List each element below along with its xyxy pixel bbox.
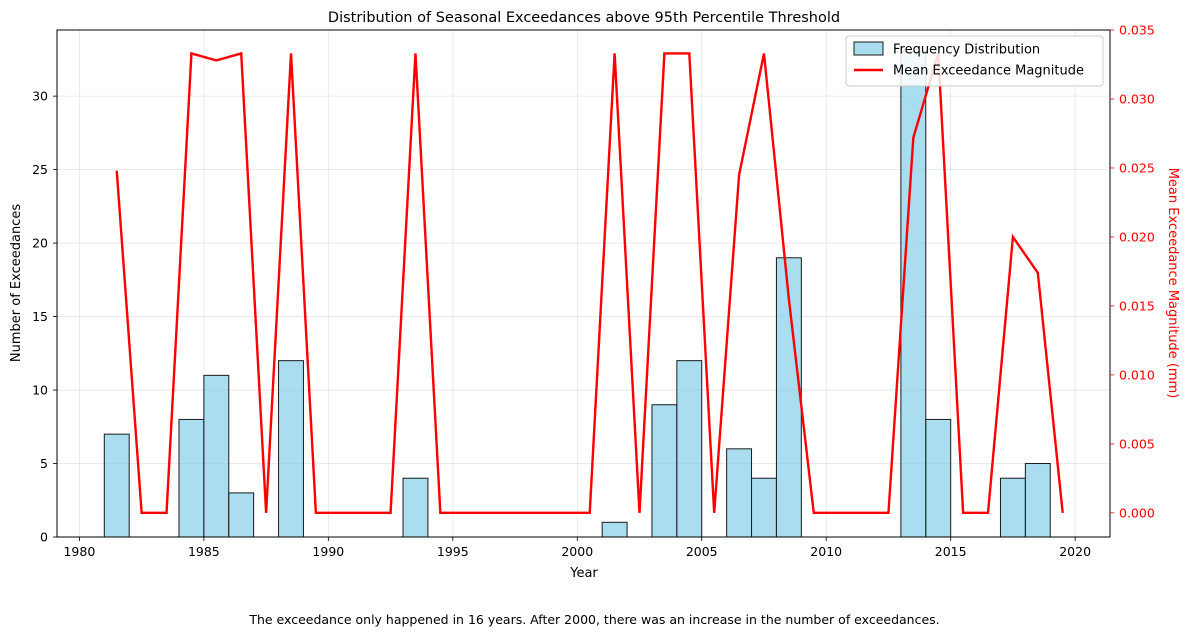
y-axis-label: Number of Exceedances xyxy=(9,204,24,362)
x-tick-label: 2010 xyxy=(810,544,842,559)
y-tick-label: 30 xyxy=(32,89,48,104)
bar xyxy=(103,433,130,538)
chart-title: Distribution of Seasonal Exceedances abo… xyxy=(328,10,840,26)
y2-tick-label: 0.025 xyxy=(1119,160,1155,175)
x-tick-label: 2005 xyxy=(686,544,718,559)
x-tick-label: 2000 xyxy=(561,544,593,559)
bar xyxy=(1024,463,1051,538)
y-tick-label: 10 xyxy=(32,383,48,398)
x-tick-label: 2015 xyxy=(935,544,967,559)
y2-tick-label: 0.010 xyxy=(1119,367,1155,382)
bar xyxy=(900,51,927,538)
bar xyxy=(278,360,304,538)
y-tick-label: 5 xyxy=(40,456,48,471)
y-tick-label: 15 xyxy=(32,309,48,324)
y2-tick-label: 0.020 xyxy=(1119,229,1155,244)
y2-axis-label: Mean Exceedance Magnitude (mm) xyxy=(1165,168,1180,399)
x-tick-label: 2020 xyxy=(1059,544,1091,559)
y2-tick-label: 0.035 xyxy=(1119,23,1155,38)
bar xyxy=(751,477,777,538)
legend-bar-label: Frequency Distribution xyxy=(893,43,1040,58)
y2-tick-label: 0.005 xyxy=(1119,436,1155,451)
chart-caption: The exceedance only happened in 16 years… xyxy=(249,612,940,627)
bar xyxy=(402,477,429,538)
bar xyxy=(726,448,753,538)
x-axis: 1980 1985 1990 1995 2000 2005 2010 2015 2020 xyxy=(63,537,1091,559)
x-tick-label: 1990 xyxy=(312,544,344,559)
bar xyxy=(999,477,1026,538)
legend-bar-swatch xyxy=(853,41,884,56)
x-axis-label: Year xyxy=(569,566,598,581)
y-tick-label: 20 xyxy=(32,236,48,251)
legend-box xyxy=(845,35,1104,87)
legend-line-label: Mean Exceedance Magnitude xyxy=(893,64,1084,79)
y-axis-left: 0 5 10 15 20 25 30 xyxy=(32,89,57,545)
x-tick-label: 1980 xyxy=(63,544,95,559)
y-tick-label: 25 xyxy=(32,162,48,177)
y2-tick-label: 0.030 xyxy=(1119,91,1155,106)
plot-frame xyxy=(56,29,1111,538)
y2-tick-label: 0.015 xyxy=(1119,298,1155,313)
bar xyxy=(651,404,678,538)
line-path xyxy=(115,51,1064,515)
bar xyxy=(676,360,703,538)
y-axis-right: 0.000 0.005 0.010 0.015 0.020 0.025 0.030 0.035 xyxy=(1110,23,1155,520)
y-tick-label: 0 xyxy=(40,530,48,545)
x-tick-label: 1995 xyxy=(437,544,469,559)
y2-tick-label: 0.000 xyxy=(1119,505,1155,520)
bar xyxy=(178,418,205,538)
x-tick-label: 1985 xyxy=(188,544,220,559)
line-series xyxy=(115,51,1064,515)
bar xyxy=(925,418,952,538)
bar xyxy=(203,374,230,538)
legend: Frequency Distribution Mean Exceedance M… xyxy=(845,35,1104,87)
bar xyxy=(601,521,628,538)
bar-series xyxy=(103,51,1051,538)
chart: Distribution of Seasonal Exceedances abo… xyxy=(9,10,1180,581)
bar xyxy=(228,492,255,538)
